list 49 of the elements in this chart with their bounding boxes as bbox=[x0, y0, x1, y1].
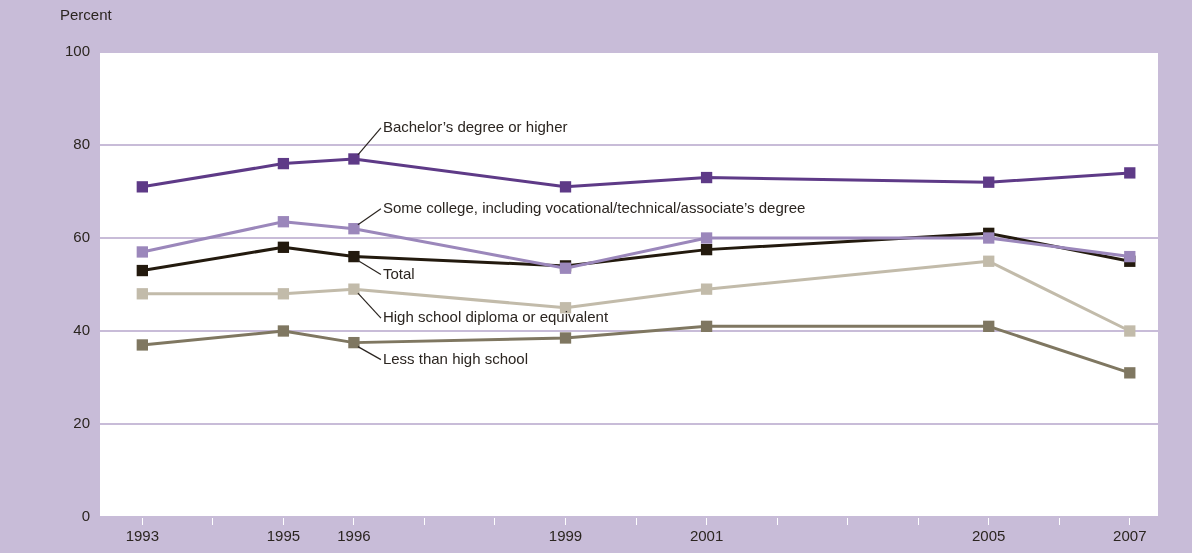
point bbox=[136, 246, 148, 258]
point bbox=[1124, 167, 1136, 179]
point bbox=[559, 332, 572, 344]
point bbox=[983, 232, 995, 244]
series-label: Bachelor’s degree or higher bbox=[382, 118, 568, 136]
y-tick-label: 40 bbox=[73, 321, 90, 339]
series-label: High school diploma or equivalent bbox=[382, 308, 609, 326]
point bbox=[348, 336, 360, 349]
point bbox=[700, 171, 713, 184]
series-label: Some college, including vocational/technical/associate’s degree bbox=[382, 198, 806, 216]
point bbox=[348, 283, 360, 295]
point bbox=[983, 255, 995, 267]
y-tick-label: 20 bbox=[73, 414, 90, 432]
point bbox=[136, 288, 148, 300]
point bbox=[700, 320, 713, 333]
y-tick-label: 0 bbox=[81, 507, 90, 525]
point bbox=[700, 283, 713, 295]
point bbox=[277, 157, 290, 170]
x-tick-label: 1993 bbox=[125, 527, 160, 545]
x-tick-label: 1999 bbox=[548, 527, 583, 545]
x-tick-label: 2005 bbox=[972, 527, 1006, 545]
point bbox=[983, 320, 995, 333]
point bbox=[348, 250, 360, 263]
y-tick-label: 100 bbox=[64, 42, 90, 60]
point bbox=[1124, 367, 1136, 379]
x-tick-label: 2007 bbox=[1113, 527, 1147, 545]
y-tick-label: 60 bbox=[73, 228, 90, 246]
point bbox=[136, 339, 148, 351]
point bbox=[277, 241, 290, 253]
point bbox=[348, 223, 360, 235]
point bbox=[1124, 250, 1136, 263]
point bbox=[700, 243, 713, 256]
point bbox=[983, 176, 995, 188]
point bbox=[700, 232, 713, 244]
x-tick-label: 1995 bbox=[266, 527, 301, 545]
point bbox=[559, 181, 572, 193]
series-label: Total bbox=[382, 264, 415, 282]
point bbox=[277, 288, 290, 300]
point bbox=[1124, 325, 1136, 337]
point bbox=[277, 325, 290, 337]
series-label: Less than high school bbox=[382, 349, 529, 367]
point bbox=[277, 216, 290, 228]
x-tick-label: 2001 bbox=[689, 527, 724, 545]
y-tick-label: 80 bbox=[73, 135, 90, 153]
x-tick-label: 1996 bbox=[337, 527, 371, 545]
point bbox=[136, 181, 148, 193]
point bbox=[136, 264, 148, 277]
y-axis-title: Percent bbox=[60, 6, 113, 23]
point bbox=[348, 153, 360, 165]
